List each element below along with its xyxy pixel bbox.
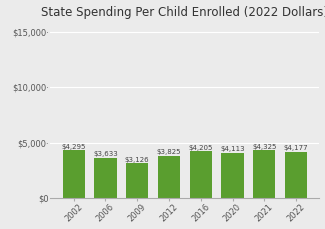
Text: $3,126: $3,126 <box>125 157 150 163</box>
Bar <box>126 164 148 198</box>
Bar <box>253 150 276 198</box>
Text: $4,295: $4,295 <box>61 144 86 150</box>
Text: $4,113: $4,113 <box>220 146 245 152</box>
Text: $3,825: $3,825 <box>157 149 181 155</box>
Text: $4,177: $4,177 <box>284 145 308 151</box>
Title: State Spending Per Child Enrolled (2022 Dollars): State Spending Per Child Enrolled (2022 … <box>41 5 325 19</box>
Bar <box>94 158 117 198</box>
Text: $3,633: $3,633 <box>93 151 118 157</box>
Text: $4,325: $4,325 <box>252 144 277 150</box>
Bar <box>221 153 244 198</box>
Bar <box>158 156 180 198</box>
Bar <box>285 152 307 198</box>
Text: $4,205: $4,205 <box>188 145 213 151</box>
Bar <box>190 152 212 198</box>
Bar <box>62 150 85 198</box>
